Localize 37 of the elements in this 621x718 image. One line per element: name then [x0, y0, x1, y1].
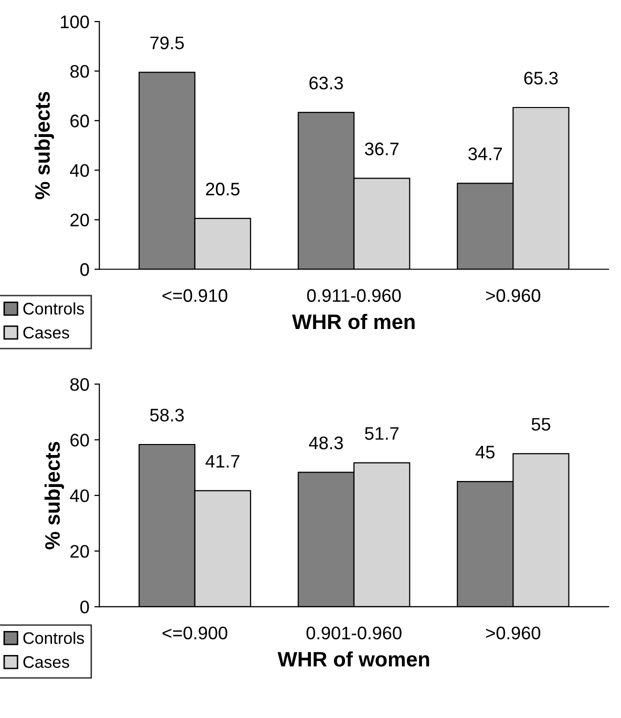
data-label: 65.3: [524, 72, 558, 84]
y-tick-label: 80: [70, 65, 89, 78]
y-tick-label: 0: [80, 263, 89, 276]
x-tick-label: 0.911-0.960: [307, 289, 401, 302]
x-tick-label: <=0.900: [162, 626, 228, 640]
y-axis-title: % subjects: [34, 92, 54, 200]
y-tick-label: 40: [70, 489, 89, 502]
y-tick-label: 60: [70, 114, 89, 128]
x-tick-label: >0.960: [486, 626, 540, 640]
x-tick-label: <=0.910: [162, 289, 228, 302]
y-tick-label: 80: [70, 378, 89, 391]
data-label: 41.7: [206, 455, 240, 468]
x-tick-label: 0.901-0.960: [306, 626, 402, 640]
data-label: 58.3: [150, 408, 184, 422]
y-tick-label: 100: [60, 15, 89, 28]
legend-label: Controls: [23, 302, 84, 315]
data-label: 45: [476, 446, 495, 458]
y-tick-label: 60: [70, 434, 89, 446]
x-axis-title: WHR of men: [292, 314, 415, 330]
x-tick-label: >0.960: [486, 289, 540, 302]
data-label: 63.3: [309, 76, 343, 90]
y-tick-label: 20: [70, 214, 89, 226]
legend-label: Cases: [23, 326, 70, 339]
y-tick-label: 40: [70, 164, 89, 177]
data-label: 55: [532, 418, 550, 431]
y-tick-label: 0: [80, 600, 89, 614]
legend-label: Cases: [23, 656, 70, 668]
x-axis-title: WHR of women: [278, 651, 430, 667]
data-label: 36.7: [364, 142, 398, 156]
data-label: 20.5: [206, 182, 240, 196]
data-label: 48.3: [308, 436, 343, 450]
data-label: 79.5: [150, 36, 184, 50]
data-label: 51.7: [364, 427, 398, 440]
y-axis-title: % subjects: [44, 442, 64, 550]
legend-label: Controls: [23, 632, 84, 644]
y-tick-label: 20: [70, 545, 89, 558]
data-label: 34.7: [468, 147, 502, 160]
